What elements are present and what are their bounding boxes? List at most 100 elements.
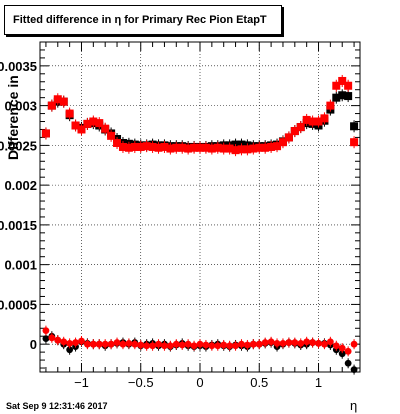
red-square-point [350, 138, 359, 147]
red-square-point [77, 125, 86, 134]
red-circle-point [344, 347, 352, 355]
chart-title: Fitted difference in η for Primary Rec P… [4, 5, 282, 35]
red-square-point [196, 143, 204, 152]
red-square-point [273, 142, 282, 151]
red-square-point [326, 101, 335, 110]
red-circle-point [303, 338, 311, 346]
red-square-point [47, 101, 56, 110]
red-circle-point [184, 340, 192, 348]
red-circle-point [190, 342, 198, 350]
red-square-point [172, 143, 181, 152]
red-square-point [290, 127, 299, 136]
red-circle-point [238, 340, 245, 348]
red-square-point [130, 142, 139, 151]
red-circle-point [279, 339, 287, 347]
red-square-point [107, 131, 116, 140]
x-tick-label: 0.5 [250, 375, 268, 390]
red-square-point [308, 117, 317, 126]
red-square-point [83, 119, 92, 128]
red-circle-point [107, 340, 115, 348]
red-circle-point [72, 339, 79, 346]
red-circle-point [255, 340, 263, 348]
red-square-point [320, 114, 329, 123]
y-tick-label: 0 [30, 337, 37, 352]
red-square-point [166, 144, 175, 153]
x-tick-label: 0 [196, 375, 203, 390]
red-square-point [142, 142, 151, 151]
red-square-point [314, 117, 323, 126]
red-circle-point [172, 340, 180, 348]
red-square-point [148, 142, 157, 151]
red-circle-point [178, 341, 186, 349]
black-circle-point [350, 366, 358, 374]
red-circle-point [232, 342, 239, 350]
red-circle-point [285, 339, 293, 346]
red-square-point [207, 144, 216, 153]
red-square-point [267, 142, 276, 151]
y-tick-label: 0.001 [4, 258, 37, 273]
red-square-point [278, 138, 287, 147]
red-circle-point [350, 340, 358, 348]
red-circle-point [273, 339, 281, 347]
x-tick-label: −1 [74, 375, 89, 390]
red-circle-point [267, 338, 275, 346]
red-circle-point [202, 341, 210, 349]
red-circle-point [220, 341, 228, 349]
black-square-point [338, 91, 347, 100]
red-square-point [154, 143, 163, 152]
red-circle-point [48, 334, 56, 342]
black-circle-point [344, 359, 352, 367]
red-circle-point [249, 340, 257, 348]
red-circle-point [149, 342, 156, 350]
red-circle-point [143, 342, 151, 350]
y-tick-label: 0.0025 [0, 138, 37, 153]
red-square-point [190, 143, 199, 152]
red-square-point [225, 144, 234, 153]
red-circle-point [226, 342, 234, 350]
red-circle-point [214, 342, 222, 350]
red-circle-point [54, 336, 62, 344]
red-square-point [249, 144, 258, 153]
red-square-point [302, 115, 311, 124]
red-square-point [213, 143, 222, 152]
red-circle-point [131, 340, 139, 348]
red-square-point [261, 143, 270, 152]
red-circle-point [166, 342, 174, 350]
red-square-point [89, 117, 98, 126]
red-circle-point [261, 339, 269, 346]
red-circle-point [161, 342, 168, 350]
red-square-point [118, 142, 127, 151]
red-circle-point [155, 340, 162, 348]
red-circle-point [42, 327, 50, 335]
red-square-point [201, 143, 210, 152]
red-square-point [231, 146, 240, 155]
red-square-point [95, 119, 104, 128]
red-circle-point [244, 341, 251, 349]
black-circle-point [42, 335, 50, 343]
red-square-point [332, 81, 341, 90]
red-square-point [255, 143, 264, 152]
red-square-point [243, 145, 252, 154]
red-circle-point [125, 339, 133, 347]
y-tick-label: 0.0035 [0, 59, 37, 74]
red-square-point [219, 144, 228, 153]
red-circle-point [208, 342, 216, 350]
red-circle-point [321, 340, 328, 348]
black-circle-point [338, 350, 346, 358]
red-square-point [338, 76, 347, 85]
x-axis-label: η [350, 398, 358, 413]
y-tick-label: 0.003 [4, 99, 37, 114]
red-square-point [184, 144, 193, 153]
red-square-point [53, 95, 62, 104]
red-circle-point [315, 339, 322, 347]
y-tick-label: 0.0005 [0, 297, 37, 312]
red-circle-point [95, 340, 103, 348]
red-square-point [124, 143, 133, 152]
red-square-point [59, 97, 68, 106]
red-circle-point [84, 340, 91, 348]
red-square-point [101, 124, 110, 133]
red-square-point [136, 142, 145, 151]
red-circle-point [326, 338, 334, 346]
y-tick-label: 0.0015 [0, 218, 37, 233]
red-square-point [296, 123, 305, 132]
